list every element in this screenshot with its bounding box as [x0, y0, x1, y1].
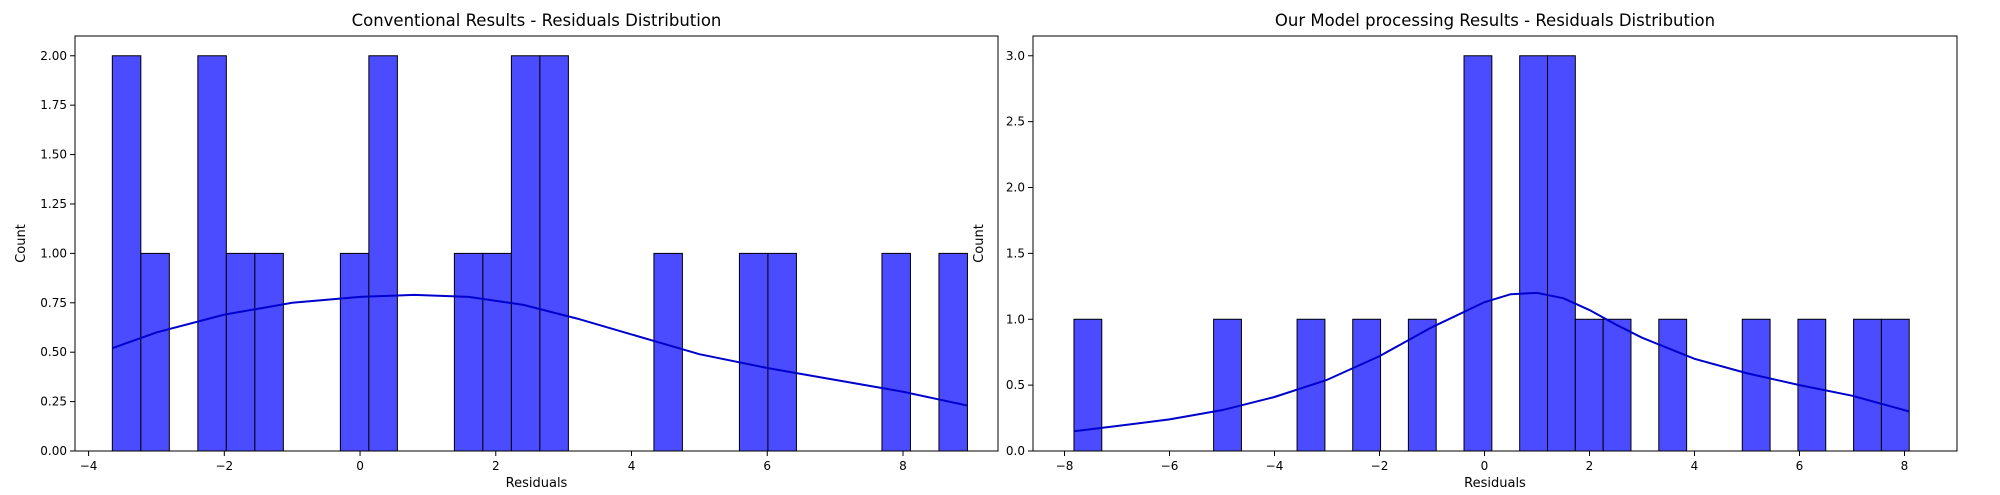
x-tick-label: −8 — [1056, 459, 1074, 473]
histogram-bar — [453, 252, 484, 452]
histogram-bar — [482, 252, 512, 452]
plot-frame — [1032, 35, 1958, 452]
histogram-our-model: Our Model processing Results - Residuals… — [972, 11, 1958, 491]
histogram-bar — [368, 55, 398, 452]
chart-title: Conventional Results - Residuals Distrib… — [352, 11, 722, 30]
x-tick-label: −2 — [1371, 459, 1389, 473]
x-tick-label: −6 — [1161, 459, 1179, 473]
x-tick-label: −4 — [80, 459, 98, 473]
y-tick-label: 0.25 — [40, 395, 67, 409]
histogram-bar — [254, 252, 284, 452]
kde-curve — [1073, 291, 1910, 433]
x-tick-label: 4 — [1691, 459, 1699, 473]
x-axis-ticks: −4 −2 0 2 4 6 8 — [80, 451, 907, 473]
y-tick-label: 1.25 — [40, 197, 67, 211]
histogram-bar — [1574, 318, 1604, 452]
y-tick-label: 0.75 — [40, 296, 67, 310]
y-tick-label: 1.0 — [1006, 312, 1025, 326]
y-tick-label: 1.5 — [1006, 246, 1025, 260]
histogram-bar — [1880, 318, 1910, 452]
histogram-bar — [767, 252, 797, 452]
x-tick-label: 0 — [1481, 459, 1489, 473]
histogram-bar — [1741, 318, 1771, 452]
x-tick-label: 0 — [356, 459, 364, 473]
x-tick-label: 8 — [899, 459, 907, 473]
histogram-bar — [225, 252, 256, 452]
y-tick-label: 1.50 — [40, 148, 67, 162]
y-axis-ticks: 0.0 0.5 1.0 1.5 2.0 2.5 3.0 — [1006, 49, 1033, 458]
histogram-bar — [1853, 318, 1882, 452]
histogram-bar — [653, 252, 683, 452]
histogram-bar — [1213, 318, 1242, 452]
y-axis-label: Count — [14, 224, 29, 263]
x-tick-label: 2 — [1586, 459, 1594, 473]
x-tick-label: 6 — [1796, 459, 1804, 473]
histogram-bar — [738, 252, 769, 452]
x-tick-label: −4 — [1266, 459, 1284, 473]
y-tick-label: 0.00 — [40, 444, 67, 458]
y-tick-label: 2.0 — [1006, 181, 1025, 195]
histogram-bar — [510, 55, 541, 452]
x-tick-label: 4 — [628, 459, 636, 473]
histogram-bar — [881, 252, 911, 452]
kde-curve — [111, 293, 968, 407]
y-tick-label: 2.00 — [40, 49, 67, 63]
y-tick-label: 0.50 — [40, 345, 67, 359]
histogram-bar — [1407, 318, 1437, 452]
histogram-bar — [1602, 318, 1632, 452]
histogram-bar — [1658, 318, 1688, 452]
x-tick-label: 2 — [492, 459, 500, 473]
y-tick-label: 3.0 — [1006, 49, 1025, 63]
histogram-bar — [339, 252, 370, 452]
bars-group — [1073, 55, 1910, 452]
plot-frame — [74, 35, 999, 452]
histogram-bar — [539, 55, 569, 452]
histogram-conventional: Conventional Results - Residuals Distrib… — [14, 11, 999, 491]
x-tick-label: −2 — [215, 459, 233, 473]
y-tick-label: 0.0 — [1006, 444, 1025, 458]
y-axis-label: Count — [972, 224, 987, 263]
histogram-bar — [1352, 318, 1382, 452]
y-tick-label: 0.5 — [1006, 378, 1025, 392]
histogram-bar — [1547, 55, 1576, 452]
histogram-bar — [197, 55, 227, 452]
histogram-bar — [111, 55, 142, 452]
histogram-bar — [1463, 55, 1493, 452]
y-axis-ticks: 0.00 0.25 0.50 0.75 1.00 1.25 1.50 1.75 2.00 — [40, 49, 75, 458]
x-axis-label: Residuals — [1464, 476, 1526, 491]
x-tick-label: 6 — [763, 459, 771, 473]
y-tick-label: 1.75 — [40, 98, 67, 112]
histogram-bar — [938, 252, 968, 452]
histogram-bar — [140, 252, 170, 452]
x-tick-label: 8 — [1901, 459, 1909, 473]
y-tick-label: 2.5 — [1006, 115, 1025, 129]
x-axis-ticks: −8 −6 −4 −2 0 2 4 6 8 — [1056, 451, 1909, 473]
bars-group — [111, 55, 968, 452]
chart-title: Our Model processing Results - Residuals… — [1275, 11, 1715, 30]
histogram-bar — [1519, 55, 1549, 452]
y-tick-label: 1.00 — [40, 246, 67, 260]
x-axis-label: Residuals — [506, 476, 568, 491]
